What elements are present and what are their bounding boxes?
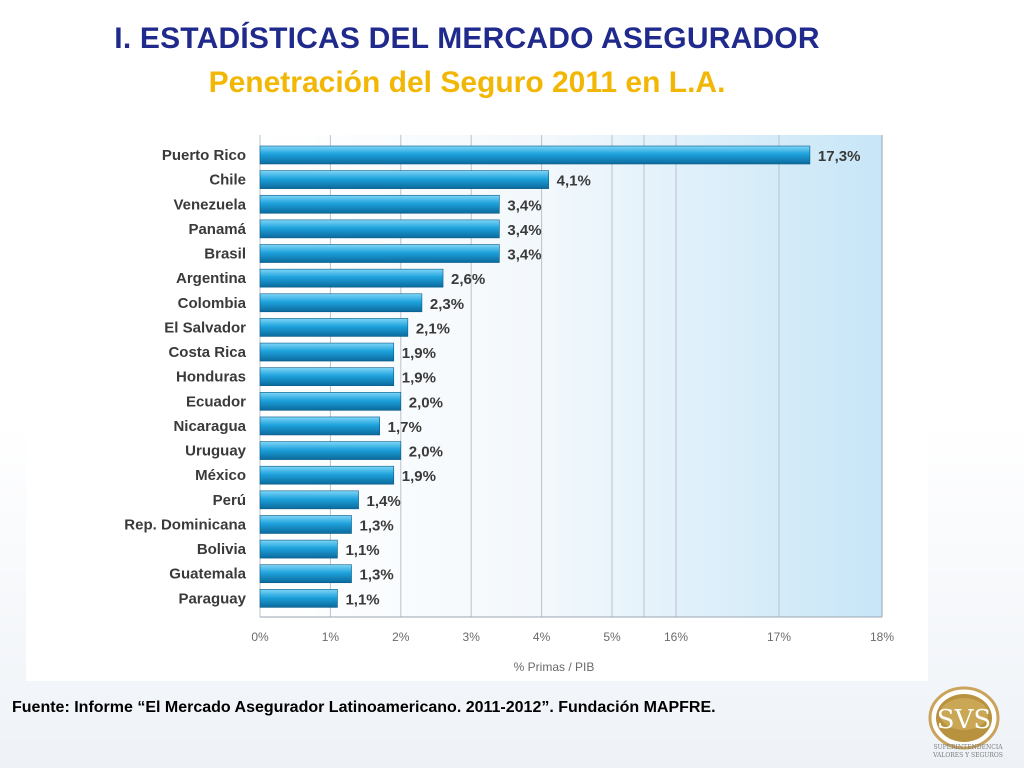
bar bbox=[259, 170, 549, 189]
x-tick-label: 17% bbox=[767, 630, 791, 644]
bar bbox=[259, 293, 423, 313]
page-subtitle: Penetración del Seguro 2011 en L.A. bbox=[208, 66, 726, 99]
grid-lines bbox=[259, 135, 883, 618]
svs-logo: SVS bbox=[928, 686, 1000, 750]
value-label: 1,9% bbox=[402, 468, 436, 485]
bar bbox=[259, 145, 811, 165]
value-label: 1,3% bbox=[360, 517, 394, 534]
value-label: 1,7% bbox=[388, 419, 422, 436]
bar bbox=[259, 318, 409, 337]
x-tick-labels: 0% 1% 2% 3% 4% 5% 16% 17% 18% bbox=[251, 630, 894, 644]
logo-caption: SUPERINTENDENCIA VALORES Y SEGUROS bbox=[933, 744, 1003, 759]
value-label: 1,4% bbox=[367, 493, 401, 510]
bar bbox=[259, 342, 395, 362]
category-label: Colombia bbox=[178, 295, 247, 312]
bar-chart: Puerto Rico Chile Venezuela Panamá Brasil Arg… bbox=[124, 135, 894, 674]
value-label: 3,4% bbox=[507, 197, 541, 214]
value-label: 1,9% bbox=[402, 370, 436, 387]
value-labels: 17,3% 4,1% 3,4% 3,4% 3,4% 2,6% 2,3% 2,1% 1,9% 1,9… bbox=[345, 148, 860, 608]
value-label: 2,1% bbox=[416, 320, 450, 337]
category-label: Perú bbox=[213, 492, 246, 509]
category-label: Chile bbox=[209, 172, 246, 189]
bar bbox=[259, 564, 352, 584]
bar bbox=[259, 539, 338, 559]
bars bbox=[259, 145, 811, 608]
x-tick-label: 3% bbox=[463, 630, 481, 644]
bar bbox=[259, 515, 352, 534]
bar bbox=[259, 465, 395, 485]
x-tick-label: 5% bbox=[603, 630, 621, 644]
page-title: I. ESTADÍSTICAS DEL MERCADO ASEGURADOR bbox=[114, 22, 820, 55]
category-label: Panamá bbox=[188, 221, 246, 238]
category-label: México bbox=[195, 467, 246, 484]
x-tick-label: 1% bbox=[322, 630, 340, 644]
value-label: 3,4% bbox=[507, 222, 541, 239]
value-label: 3,4% bbox=[507, 247, 541, 264]
category-label: Costa Rica bbox=[168, 344, 246, 361]
bar bbox=[259, 441, 402, 460]
category-label: Ecuador bbox=[186, 393, 246, 410]
value-label: 1,1% bbox=[345, 591, 379, 608]
value-label: 4,1% bbox=[557, 173, 591, 190]
category-label: Venezuela bbox=[173, 196, 246, 213]
x-axis-title: % Primas / PIB bbox=[514, 660, 595, 674]
logo-lettering: SVS bbox=[937, 705, 991, 735]
category-label: Honduras bbox=[176, 369, 246, 386]
category-label: Nicaragua bbox=[173, 418, 246, 435]
x-tick-label: 4% bbox=[533, 630, 551, 644]
category-labels: Puerto Rico Chile Venezuela Panamá Brasil Arg… bbox=[124, 147, 246, 607]
bar bbox=[259, 244, 500, 263]
bar bbox=[259, 490, 359, 510]
source-note: Fuente: Informe “El Mercado Asegurador L… bbox=[12, 699, 716, 716]
value-label: 2,0% bbox=[409, 394, 443, 411]
category-label: Paraguay bbox=[178, 590, 246, 607]
category-label: Puerto Rico bbox=[162, 147, 246, 164]
category-label: El Salvador bbox=[164, 319, 246, 336]
bar bbox=[259, 392, 402, 411]
bar bbox=[259, 219, 500, 239]
value-label: 2,3% bbox=[430, 296, 464, 313]
category-label: Brasil bbox=[204, 246, 246, 263]
chart-panel: Puerto Rico Chile Venezuela Panamá Brasil Arg… bbox=[26, 125, 928, 681]
category-label: Bolivia bbox=[197, 541, 247, 558]
value-label: 17,3% bbox=[818, 148, 861, 165]
category-label: Guatemala bbox=[169, 566, 246, 583]
category-label: Argentina bbox=[176, 270, 247, 287]
x-tick-label: 16% bbox=[664, 630, 688, 644]
bar bbox=[259, 268, 444, 288]
x-tick-label: 2% bbox=[392, 630, 410, 644]
x-tick-label: 18% bbox=[870, 630, 894, 644]
bar bbox=[259, 589, 338, 608]
bar bbox=[259, 194, 500, 214]
value-label: 1,9% bbox=[402, 345, 436, 362]
value-label: 2,6% bbox=[451, 271, 485, 288]
value-label: 1,3% bbox=[360, 567, 394, 584]
x-tick-label: 0% bbox=[251, 630, 269, 644]
value-label: 1,1% bbox=[345, 542, 379, 559]
value-label: 2,0% bbox=[409, 444, 443, 461]
bar bbox=[259, 416, 380, 436]
bar bbox=[259, 367, 395, 386]
category-label: Rep. Dominicana bbox=[124, 516, 246, 533]
category-label: Uruguay bbox=[185, 443, 247, 460]
